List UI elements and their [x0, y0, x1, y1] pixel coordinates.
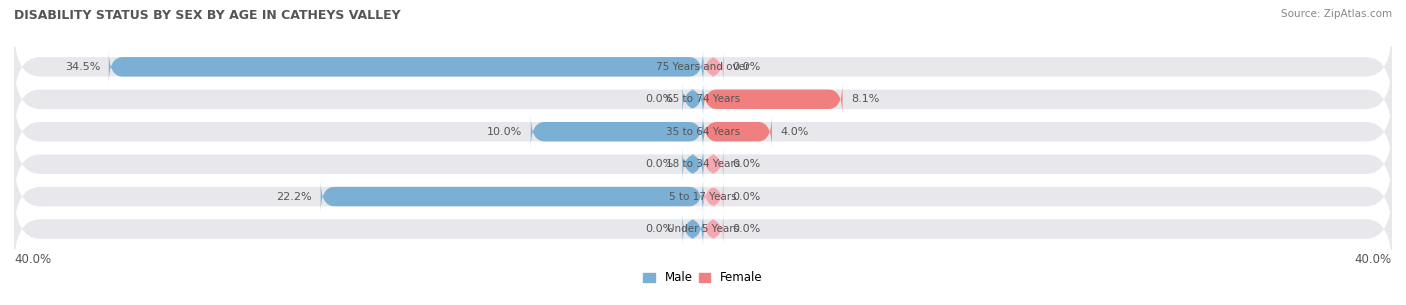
FancyBboxPatch shape [682, 213, 703, 245]
FancyBboxPatch shape [14, 28, 1392, 106]
Text: 22.2%: 22.2% [277, 192, 312, 202]
Text: 40.0%: 40.0% [1355, 253, 1392, 266]
FancyBboxPatch shape [14, 60, 1392, 138]
Text: 10.0%: 10.0% [486, 127, 522, 137]
Text: Source: ZipAtlas.com: Source: ZipAtlas.com [1281, 9, 1392, 19]
FancyBboxPatch shape [14, 158, 1392, 235]
Text: 0.0%: 0.0% [645, 224, 673, 234]
Text: Under 5 Years: Under 5 Years [666, 224, 740, 234]
FancyBboxPatch shape [703, 51, 724, 83]
Text: 4.0%: 4.0% [780, 127, 808, 137]
Text: 18 to 34 Years: 18 to 34 Years [666, 159, 740, 169]
Text: 40.0%: 40.0% [14, 253, 51, 266]
FancyBboxPatch shape [108, 51, 703, 83]
FancyBboxPatch shape [682, 148, 703, 180]
Text: 0.0%: 0.0% [645, 94, 673, 104]
FancyBboxPatch shape [703, 148, 724, 180]
Text: DISABILITY STATUS BY SEX BY AGE IN CATHEYS VALLEY: DISABILITY STATUS BY SEX BY AGE IN CATHE… [14, 9, 401, 22]
Text: 75 Years and over: 75 Years and over [657, 62, 749, 72]
FancyBboxPatch shape [703, 116, 772, 148]
FancyBboxPatch shape [703, 180, 724, 213]
Text: 0.0%: 0.0% [733, 62, 761, 72]
Text: 0.0%: 0.0% [645, 159, 673, 169]
FancyBboxPatch shape [703, 83, 842, 116]
FancyBboxPatch shape [14, 93, 1392, 170]
Text: 65 to 74 Years: 65 to 74 Years [666, 94, 740, 104]
FancyBboxPatch shape [682, 83, 703, 116]
Text: 0.0%: 0.0% [733, 192, 761, 202]
FancyBboxPatch shape [14, 190, 1392, 268]
Text: 5 to 17 Years: 5 to 17 Years [669, 192, 737, 202]
Text: 0.0%: 0.0% [733, 159, 761, 169]
FancyBboxPatch shape [703, 213, 724, 245]
Text: 34.5%: 34.5% [65, 62, 100, 72]
Text: 0.0%: 0.0% [733, 224, 761, 234]
Text: 8.1%: 8.1% [851, 94, 880, 104]
FancyBboxPatch shape [321, 180, 703, 213]
FancyBboxPatch shape [14, 125, 1392, 203]
Text: 35 to 64 Years: 35 to 64 Years [666, 127, 740, 137]
Legend: Male, Female: Male, Female [638, 267, 768, 289]
FancyBboxPatch shape [531, 116, 703, 148]
